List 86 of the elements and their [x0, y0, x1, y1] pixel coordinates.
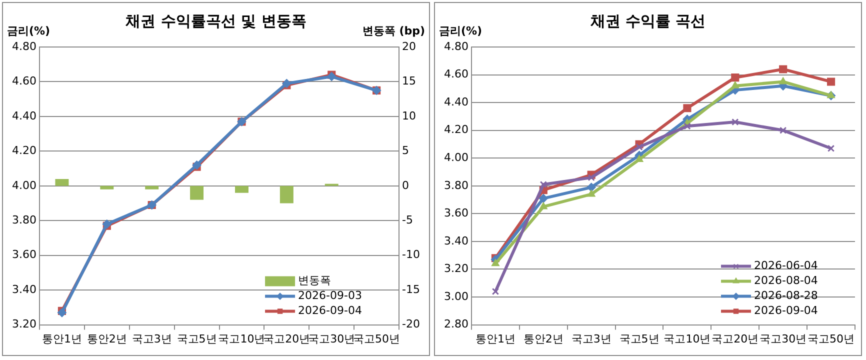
y-tick-label: 2.80	[444, 318, 468, 331]
y-tick-label: 3.00	[444, 290, 468, 303]
y-tick-label: 3.20	[444, 262, 468, 276]
legend-label: 2026-09-03	[298, 289, 362, 302]
y2-tick-label: 20	[402, 40, 416, 53]
point	[732, 118, 739, 126]
point	[684, 122, 691, 130]
legend-label: 2026-09-04	[298, 304, 362, 318]
x-tick-label: 통안2년	[523, 332, 564, 346]
point	[492, 259, 500, 266]
point	[731, 74, 740, 82]
y2-tick-label: -10	[402, 248, 420, 262]
x-tick-label: 국고20년	[712, 332, 759, 346]
point	[731, 81, 740, 88]
point	[586, 182, 596, 192]
point	[539, 202, 548, 210]
legend-label: 2026-09-04	[754, 304, 818, 318]
y-tick-label: 4.80	[444, 40, 468, 53]
y2-tick-label: 10	[402, 109, 416, 122]
point	[779, 77, 788, 84]
point	[540, 180, 547, 188]
x-tick-label: 통안2년	[86, 332, 127, 346]
point	[538, 194, 548, 203]
y-axis-title: 금리(%)	[7, 24, 50, 38]
y2-tick-label: -5	[402, 213, 414, 226]
x-tick-label: 국고5년	[176, 332, 217, 346]
x-tick-label: 통안1년	[42, 332, 82, 346]
point	[779, 65, 788, 74]
legend-label: 2026-08-04	[754, 274, 818, 288]
y2-tick-label: 5	[402, 144, 410, 158]
x-tick-label: 국고20년	[263, 332, 310, 346]
chart-title: 채권 수익률곡선 및 변동폭	[124, 12, 306, 30]
y-tick-label: 3.40	[444, 234, 468, 248]
y-tick-label: 3.80	[444, 178, 468, 192]
x-tick-label: 국고10년	[218, 332, 266, 346]
bar	[145, 186, 159, 190]
point	[587, 190, 596, 197]
point	[57, 308, 66, 318]
y-tick-label: 4.60	[12, 74, 36, 88]
y-tick-label: 4.00	[444, 150, 468, 164]
y-tick-label: 4.20	[12, 144, 36, 158]
x-tick-label: 국고50년	[808, 332, 855, 346]
y-tick-label: 3.80	[12, 213, 36, 226]
x-tick-label: 국고30년	[308, 332, 356, 346]
x-tick-label: 국고50년	[353, 332, 400, 346]
y-tick-label: 4.00	[12, 178, 36, 192]
y2-tick-label: -15	[402, 282, 420, 296]
y-tick-label: 3.40	[12, 282, 36, 296]
y-tick-label: 4.40	[444, 95, 468, 108]
bar	[280, 186, 294, 204]
legend-label: 변동폭	[298, 274, 332, 288]
y-tick-label: 4.60	[444, 68, 468, 81]
bar	[190, 186, 204, 200]
y2-tick-label: -20	[402, 318, 420, 331]
y-tick-label: 3.20	[12, 318, 36, 331]
bar	[55, 178, 69, 186]
point	[683, 104, 692, 112]
y-tick-label: 4.80	[12, 40, 36, 53]
point	[826, 78, 836, 86]
y-tick-label: 4.40	[12, 109, 36, 122]
bar	[100, 186, 114, 190]
y2-tick-label: 15	[402, 74, 416, 88]
point	[827, 144, 835, 152]
point	[282, 78, 292, 88]
bar	[234, 186, 248, 193]
x-tick-label: 국고3년	[571, 332, 612, 346]
x-tick-label: 국고3년	[132, 332, 172, 346]
chart-title: 채권 수익률 곡선	[589, 12, 706, 30]
y-tick-label: 4.20	[444, 123, 468, 136]
legend-label: 2026-08-28	[754, 289, 818, 302]
point	[635, 155, 644, 162]
y-tick-label: 3.60	[12, 248, 36, 262]
legend-label: 2026-06-04	[754, 259, 818, 272]
x-tick-label: 국고10년	[664, 332, 711, 346]
x-tick-label: 국고5년	[619, 332, 660, 346]
point	[588, 174, 595, 182]
y-tick-label: 3.60	[444, 206, 468, 220]
y-axis-title: 금리(%)	[439, 24, 482, 38]
point	[492, 288, 500, 296]
y2-tick-label: 0	[402, 178, 410, 192]
point	[327, 72, 336, 82]
y2-axis-title: 변동폭 (bp)	[362, 24, 425, 38]
x-tick-label: 통안1년	[475, 332, 516, 346]
x-tick-label: 국고30년	[760, 332, 807, 346]
point	[780, 126, 787, 134]
point	[636, 143, 643, 151]
